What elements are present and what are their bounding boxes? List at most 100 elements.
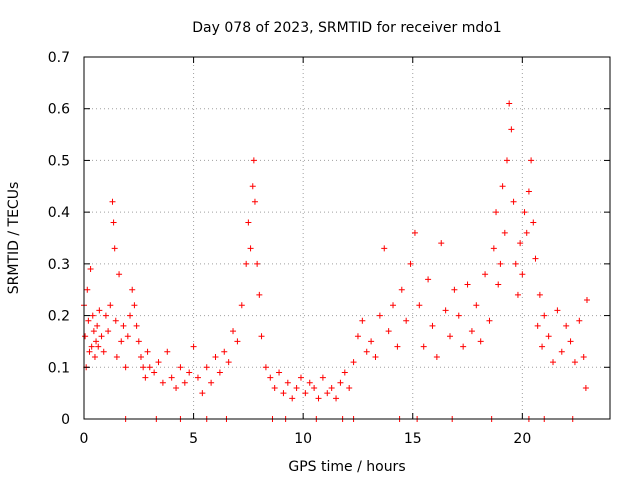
data-point [168, 374, 175, 381]
data-point [398, 286, 405, 293]
data-point [131, 302, 138, 309]
data-point [96, 307, 103, 314]
data-point [433, 353, 440, 360]
data-point [302, 390, 309, 397]
data-point [530, 219, 537, 226]
data-point [486, 317, 493, 324]
data-point [84, 286, 91, 293]
chart-title: Day 078 of 2023, SRMTID for receiver mdo… [192, 20, 501, 36]
data-point [539, 343, 546, 350]
data-point [118, 338, 125, 345]
data-point [407, 260, 414, 267]
data-point [133, 322, 140, 329]
data-point [306, 379, 313, 386]
data-point [267, 374, 274, 381]
x-axis-ticks: 0 5 10 15 20 [80, 57, 531, 447]
data-point [528, 157, 535, 164]
data-point [442, 307, 449, 314]
x-tick-label: 10 [294, 431, 312, 447]
data-point [82, 333, 89, 340]
data-point [212, 353, 219, 360]
data-point [311, 384, 318, 391]
grid-lines [84, 57, 610, 419]
data-point [532, 255, 539, 262]
data-point [216, 369, 223, 376]
data-point [493, 209, 500, 216]
data-point [245, 219, 252, 226]
data-point [137, 353, 144, 360]
data-point [385, 328, 392, 335]
data-point [550, 359, 557, 366]
data-point [181, 379, 188, 386]
data-point [523, 229, 530, 236]
data-point [112, 317, 119, 324]
data-point [350, 359, 357, 366]
data-point [346, 384, 353, 391]
data-point [95, 343, 102, 350]
data-point [337, 379, 344, 386]
data-point [534, 322, 541, 329]
data-point [250, 157, 257, 164]
data-point [186, 369, 193, 376]
data-point [517, 240, 524, 247]
data-point [554, 307, 561, 314]
data-point [293, 384, 300, 391]
data-point [541, 312, 548, 319]
data-point [545, 333, 552, 340]
data-point [447, 333, 454, 340]
data-point [376, 312, 383, 319]
data-point [276, 369, 283, 376]
data-point [420, 343, 427, 350]
data-point [113, 353, 120, 360]
data-point [372, 353, 379, 360]
data-point [497, 260, 504, 267]
data-point [93, 338, 100, 345]
data-point [464, 281, 471, 288]
data-point [512, 260, 519, 267]
data-point [416, 302, 423, 309]
data-point [146, 364, 153, 371]
data-point [482, 271, 489, 278]
data-point [354, 333, 361, 340]
data-point [411, 229, 418, 236]
data-point [256, 291, 263, 298]
y-tick-label: 0.1 [48, 360, 70, 376]
data-point [94, 322, 101, 329]
y-tick-label: 0.7 [48, 50, 70, 66]
data-point [525, 188, 532, 195]
data-point [521, 209, 528, 216]
data-point [159, 379, 166, 386]
data-point [199, 390, 206, 397]
data-point [230, 328, 237, 335]
y-tick-label: 0.3 [48, 257, 70, 273]
y-tick-label: 0.6 [48, 102, 70, 118]
data-point [438, 240, 445, 247]
data-point [89, 312, 96, 319]
data-point [508, 126, 515, 133]
data-point [102, 312, 109, 319]
data-point [381, 245, 388, 252]
data-point [363, 348, 370, 355]
data-point [558, 348, 565, 355]
data-point [271, 384, 278, 391]
data-point [251, 198, 258, 205]
data-point [490, 245, 497, 252]
data-point [425, 276, 432, 283]
data-point [394, 343, 401, 350]
x-axis-label: GPS time / hours [288, 459, 405, 475]
plot-frame [83, 56, 611, 420]
data-point [506, 100, 513, 107]
data-point [582, 384, 589, 391]
data-point [403, 317, 410, 324]
data-point [238, 302, 245, 309]
data-point [499, 183, 506, 190]
data-point [315, 395, 322, 402]
data-point [243, 260, 250, 267]
data-point [501, 229, 508, 236]
data-point [451, 286, 458, 293]
data-point [135, 338, 142, 345]
data-point [129, 286, 136, 293]
data-point [234, 338, 241, 345]
data-point [173, 384, 180, 391]
data-point [519, 271, 526, 278]
